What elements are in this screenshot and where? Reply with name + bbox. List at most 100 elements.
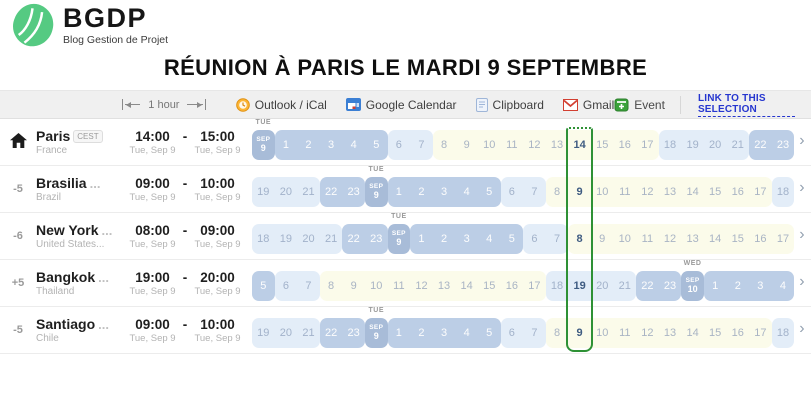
hour-cell[interactable]: 19 (274, 224, 298, 254)
link-to-selection[interactable]: LINK TO THIS SELECTION (679, 93, 795, 117)
hour-cell[interactable]: 10 (613, 224, 637, 254)
hour-cell[interactable]: 15 (726, 224, 750, 254)
hour-cell[interactable]: 4 (771, 271, 795, 301)
hour-cell[interactable]: 2 (410, 318, 433, 348)
hour-cell[interactable]: 3 (749, 271, 772, 301)
hour-cell[interactable]: 16 (726, 177, 750, 207)
hour-cell[interactable]: 19 (252, 177, 275, 207)
hour-cell[interactable]: 9 (342, 271, 365, 301)
hour-cell[interactable]: 1 (387, 318, 411, 348)
date-cell[interactable]: TUE SEP 9 (252, 119, 275, 160)
hour-cell[interactable]: 16 (749, 224, 772, 254)
hour-cell[interactable]: 17 (523, 271, 546, 301)
hour-cell[interactable]: 12 (636, 318, 659, 348)
hour-cell[interactable]: 6 (523, 224, 546, 254)
outlook-ical-button[interactable]: Outlook / iCal (235, 98, 327, 112)
gmail-button[interactable]: Gmail (562, 98, 614, 112)
hour-cell[interactable]: 23 (342, 318, 365, 348)
hour-cell[interactable]: 11 (613, 177, 637, 207)
hour-cell[interactable]: 16 (500, 271, 524, 301)
hour-cell[interactable]: 5 (364, 130, 388, 160)
hour-cell[interactable]: 5 (500, 224, 524, 254)
scroll-right-arrow[interactable]: › (799, 226, 805, 243)
hour-cell[interactable]: 13 (658, 177, 682, 207)
hour-cell[interactable]: 21 (297, 177, 320, 207)
hour-cell[interactable]: 2 (432, 224, 456, 254)
date-cell[interactable]: TUE SEP 9 (364, 307, 388, 348)
hour-cell[interactable]: 13 (658, 318, 682, 348)
hour-cell[interactable]: 20 (274, 177, 298, 207)
hour-cell[interactable]: 18 (252, 224, 275, 254)
hour-cell[interactable]: 11 (636, 224, 659, 254)
clipboard-button[interactable]: Clipboard (475, 97, 544, 112)
hour-cell[interactable]: 18 (545, 271, 569, 301)
city-name[interactable]: Paris (36, 128, 71, 144)
hour-cell[interactable]: 20 (703, 130, 727, 160)
hour-cell[interactable]: 18 (658, 130, 682, 160)
hour-cell[interactable]: 19 (568, 271, 591, 301)
hour-cell[interactable]: 4 (477, 224, 501, 254)
hour-cell[interactable]: 22 (319, 318, 343, 348)
hour-cell[interactable]: 9 (590, 224, 614, 254)
hour-cell[interactable]: 7 (410, 130, 433, 160)
hour-cell[interactable]: 17 (636, 130, 659, 160)
hour-cell[interactable]: 21 (297, 318, 320, 348)
google-calendar-button[interactable]: Google Calendar (345, 98, 457, 112)
hour-cell[interactable]: 22 (342, 224, 365, 254)
hour-cell[interactable]: 21 (613, 271, 637, 301)
hour-cell[interactable]: 4 (455, 177, 478, 207)
hour-cell[interactable]: 12 (410, 271, 433, 301)
hour-cell[interactable]: 12 (636, 177, 659, 207)
hour-cell[interactable]: 10 (590, 318, 614, 348)
hour-cell[interactable]: 9 (455, 130, 478, 160)
city-name[interactable]: Santiago (36, 316, 96, 332)
hour-cell[interactable]: 15 (590, 130, 614, 160)
hour-cell[interactable]: 16 (726, 318, 750, 348)
hour-cell[interactable]: 20 (297, 224, 320, 254)
hour-cell[interactable]: 21 (319, 224, 343, 254)
hour-cell[interactable]: 17 (749, 318, 772, 348)
hour-cell[interactable]: 16 (613, 130, 637, 160)
hour-cell[interactable]: 7 (545, 224, 569, 254)
hour-cell[interactable]: 10 (477, 130, 501, 160)
hour-cell[interactable]: 7 (297, 271, 320, 301)
hour-cell[interactable]: 7 (523, 177, 546, 207)
hour-cell[interactable]: 5 (252, 271, 275, 301)
hour-cell[interactable]: 8 (568, 224, 591, 254)
hour-cell[interactable]: 14 (568, 130, 591, 160)
hour-cell[interactable]: 17 (771, 224, 795, 254)
hour-cell[interactable]: 9 (568, 318, 591, 348)
hour-cell[interactable]: 1 (274, 130, 298, 160)
scroll-right-arrow[interactable]: › (799, 132, 805, 149)
selection-column[interactable] (566, 127, 593, 352)
hour-cell[interactable]: 3 (319, 130, 343, 160)
date-cell[interactable]: TUE SEP 9 (387, 213, 411, 254)
city-name[interactable]: Bangkok (36, 269, 96, 285)
hour-cell[interactable]: 22 (749, 130, 772, 160)
hour-cell[interactable]: 6 (500, 318, 524, 348)
hour-cell[interactable]: 17 (749, 177, 772, 207)
event-button[interactable]: Event (614, 98, 665, 112)
hour-cell[interactable]: 21 (726, 130, 750, 160)
hour-cell[interactable]: 14 (703, 224, 727, 254)
date-cell[interactable]: TUE SEP 9 (364, 166, 388, 207)
hour-cell[interactable]: 20 (590, 271, 614, 301)
city-name[interactable]: Brasilia (36, 175, 87, 191)
hour-cell[interactable]: 9 (568, 177, 591, 207)
hour-cell[interactable]: 23 (342, 177, 365, 207)
hour-cell[interactable]: 18 (771, 177, 795, 207)
hour-cell[interactable]: 2 (297, 130, 320, 160)
hour-cell[interactable]: 6 (387, 130, 411, 160)
hour-cell[interactable]: 14 (681, 318, 704, 348)
hour-cell[interactable]: 1 (387, 177, 411, 207)
hour-cell[interactable]: 2 (410, 177, 433, 207)
duration-control[interactable]: 1 hour (122, 99, 206, 111)
hour-cell[interactable]: 5 (477, 318, 501, 348)
hour-cell[interactable]: 23 (658, 271, 682, 301)
scroll-right-arrow[interactable]: › (799, 273, 805, 290)
hour-cell[interactable]: 15 (703, 177, 727, 207)
hour-cell[interactable]: 14 (681, 177, 704, 207)
hour-cell[interactable]: 8 (432, 130, 456, 160)
hour-cell[interactable]: 3 (432, 177, 456, 207)
hour-cell[interactable]: 11 (500, 130, 524, 160)
